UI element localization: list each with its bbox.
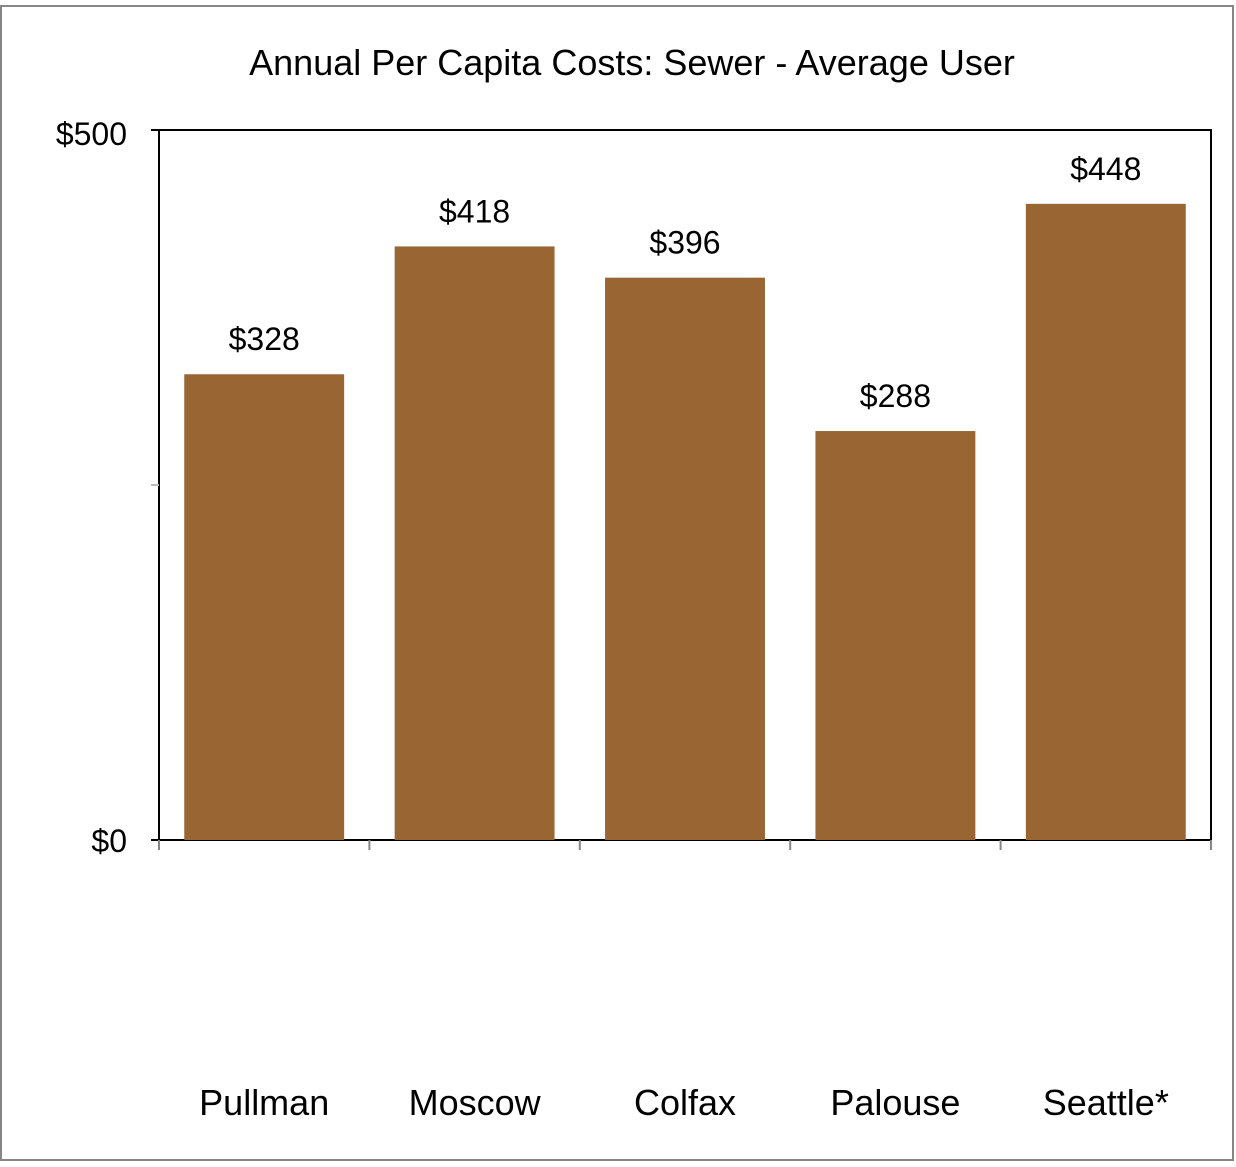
x-tick-label: Pullman [199,1082,329,1123]
bar-moscow [394,246,555,840]
data-label: $288 [860,378,931,414]
bar-palouse [815,431,976,840]
bars-group [184,203,1186,841]
data-label: $418 [439,193,510,229]
bar-pullman [184,374,345,840]
x-tick-label: Palouse [830,1082,960,1123]
x-tick-label: Colfax [634,1082,736,1123]
labels-group: $328 Pullman $418 Moscow $396 Colfax $288 Palou… [199,151,1169,1123]
data-label: $396 [649,225,720,261]
bar-colfax [605,277,765,840]
y-tick-label-min: $0 [91,823,127,859]
data-label: $328 [229,321,300,357]
x-tick-label: Moscow [409,1082,542,1123]
y-tick-label-max: $500 [56,116,127,152]
chart-title: Annual Per Capita Costs: Sewer - Average… [249,42,1015,83]
x-tick-label: Seattle* [1043,1082,1169,1123]
axis-ticks-group [151,129,1212,850]
bar-seattle [1025,203,1186,841]
data-label: $448 [1070,151,1141,187]
